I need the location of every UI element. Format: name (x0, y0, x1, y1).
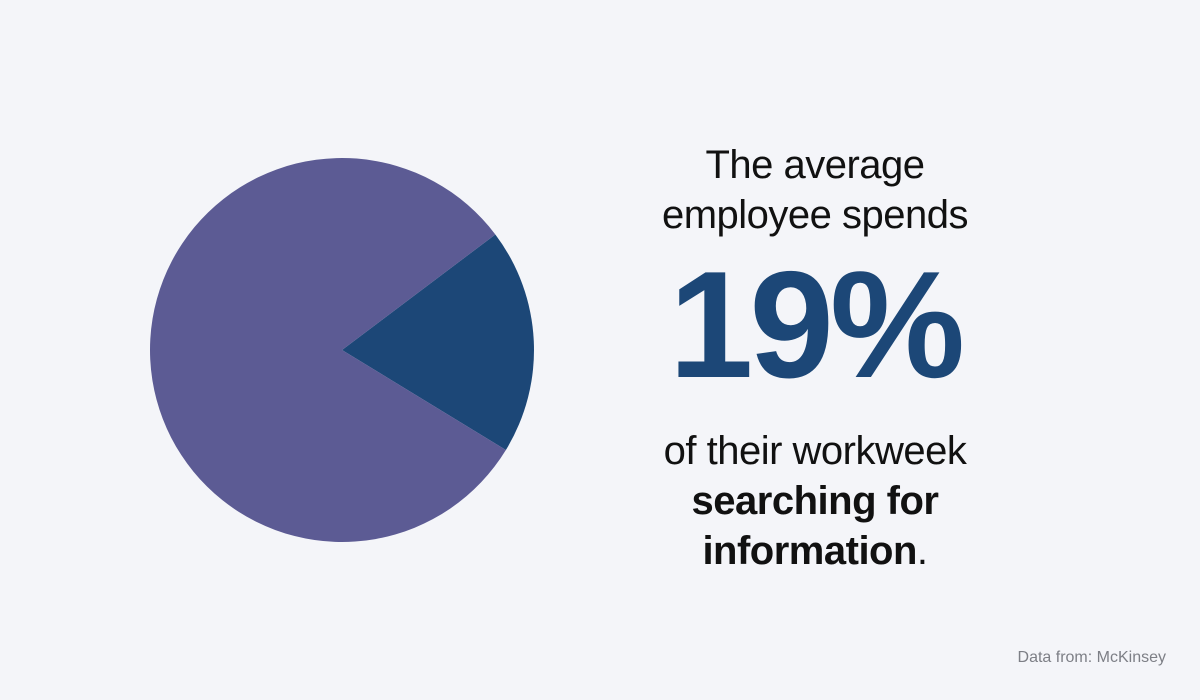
intro-text: The average employee spends (560, 140, 1070, 240)
headline-block: The average employee spends 19% of their… (560, 140, 1070, 576)
outro-text: of their workweek searching for informat… (560, 426, 1070, 576)
intro-line-1: The average (705, 143, 925, 187)
outro-bold-line-1: searching for (691, 479, 939, 523)
outro-line-1: of their workweek (663, 429, 967, 473)
outro-bold-line-2: information (702, 529, 917, 573)
intro-line-2: employee spends (661, 193, 969, 237)
pie-slice-2 (149, 157, 506, 542)
outro-period: . (916, 529, 928, 573)
pie-slice-1 (342, 234, 534, 451)
stat-value: 19% (668, 240, 965, 410)
source-note: Data from: McKinsey (1017, 649, 1166, 666)
pie-chart (149, 157, 534, 542)
